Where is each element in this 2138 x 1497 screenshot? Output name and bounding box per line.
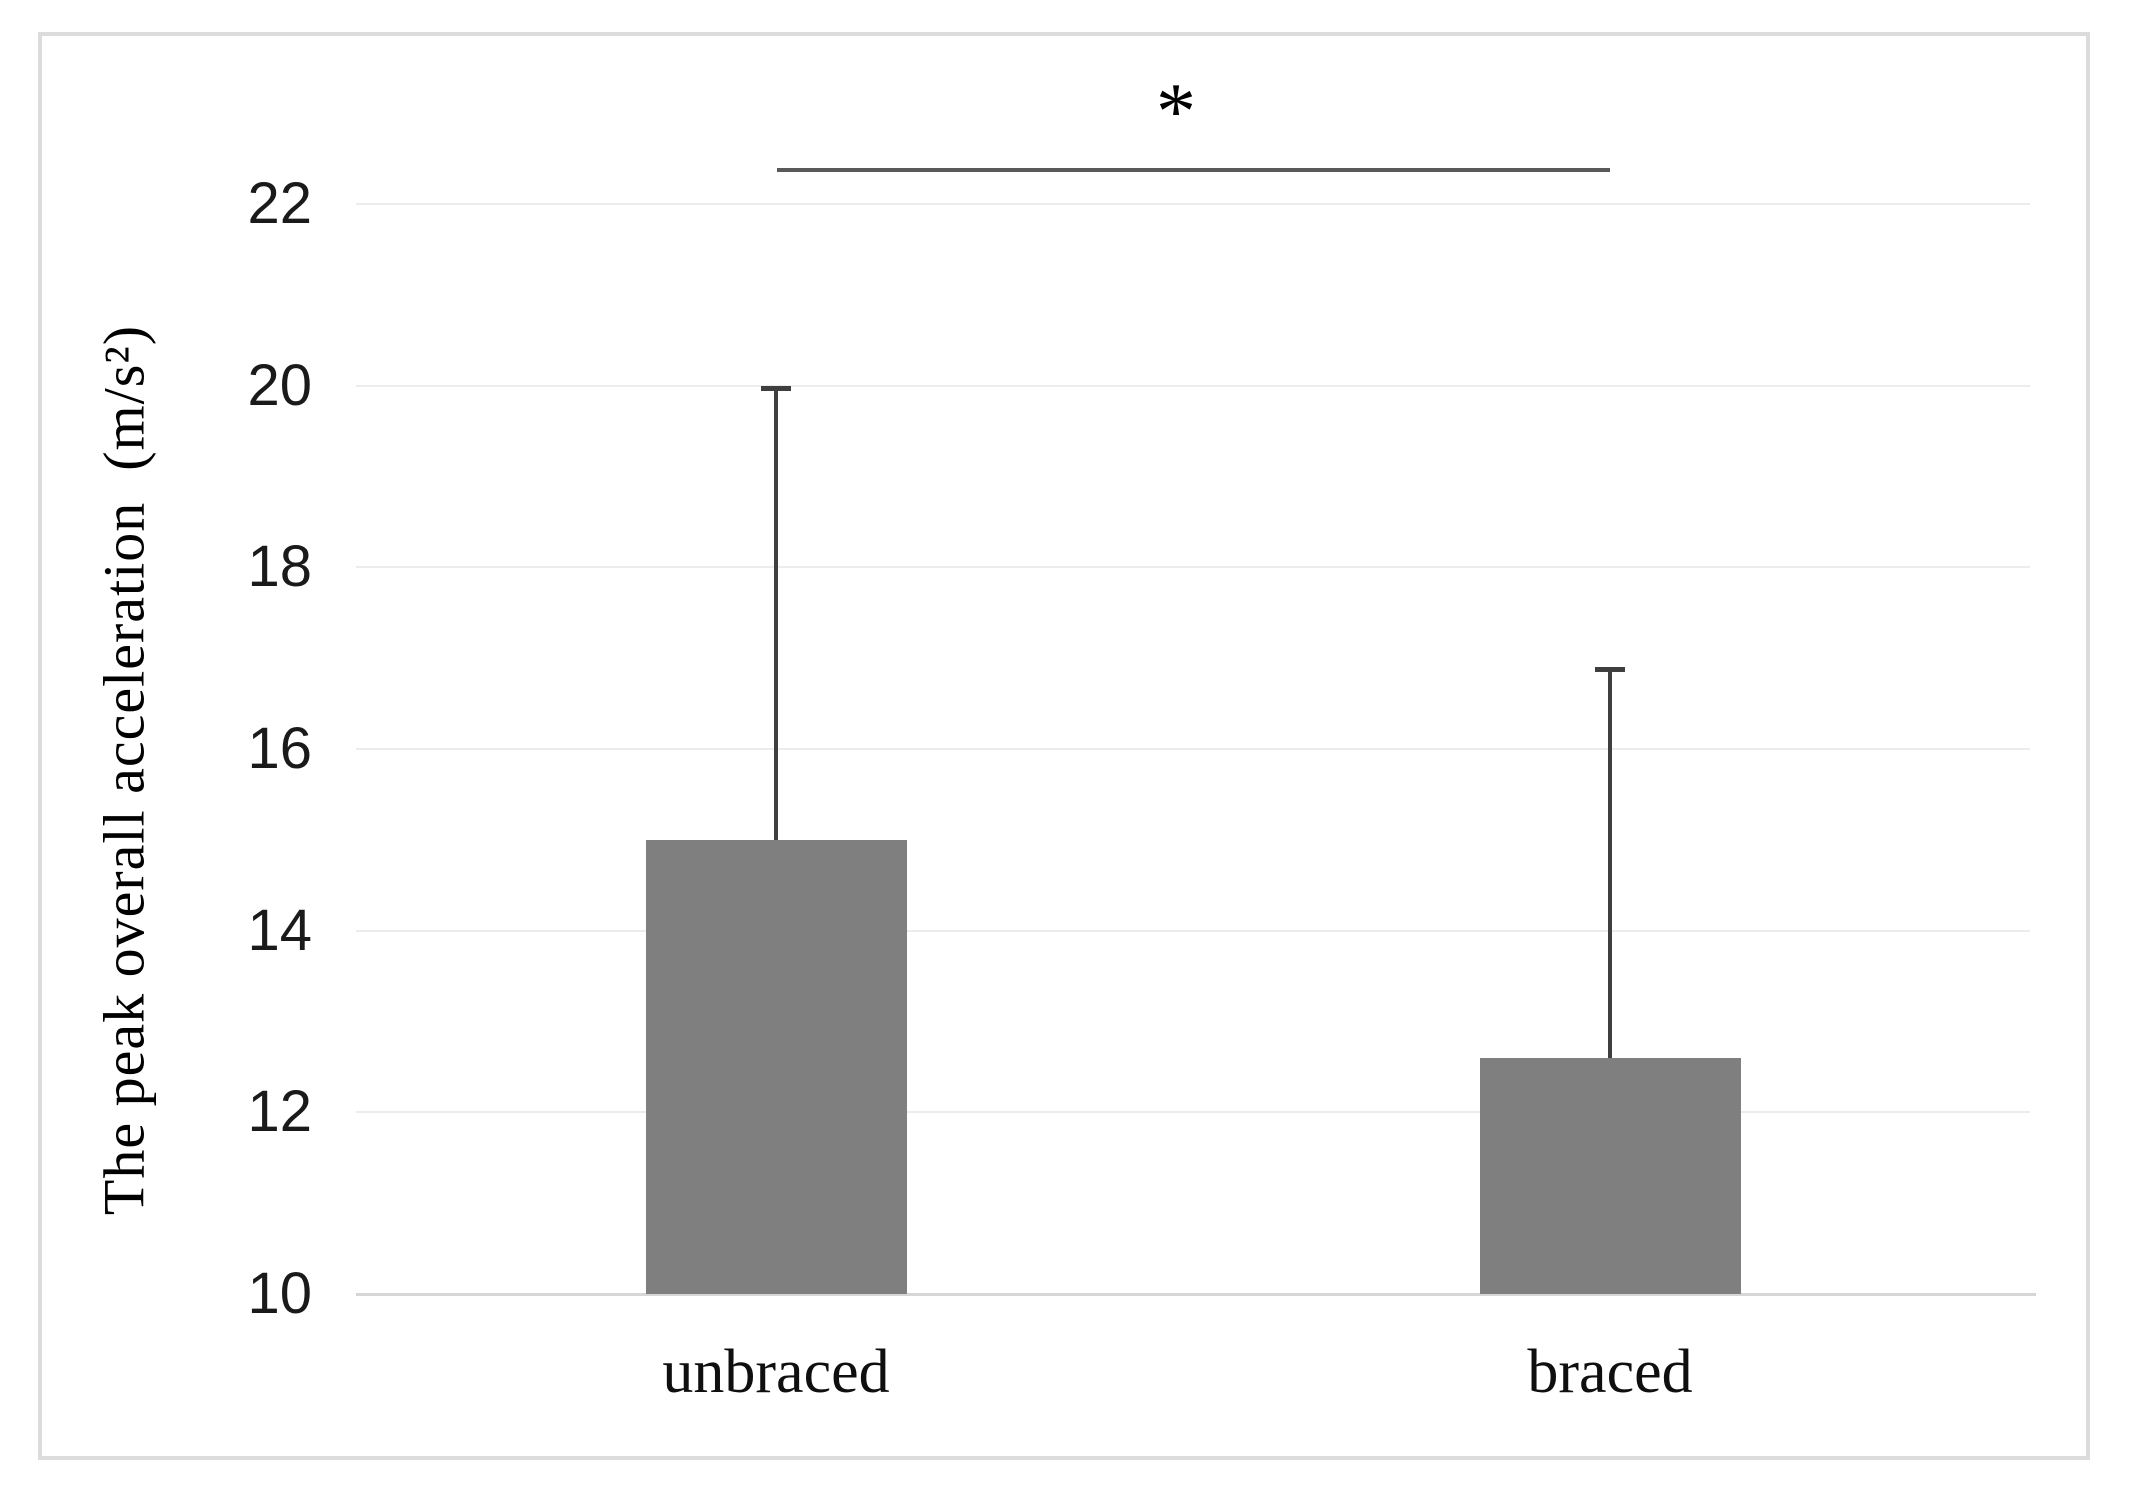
error-bar-cap-braced (1595, 667, 1625, 673)
gridline-y-22 (356, 203, 2030, 205)
y-tick-label-20: 20 (247, 352, 312, 418)
x-category-label-braced: braced (1527, 1338, 1693, 1406)
gridline-y-12 (356, 1111, 2030, 1114)
significance-asterisk: * (1156, 68, 1196, 156)
bar-unbraced (645, 839, 907, 1294)
error-bar-stem-unbraced (774, 385, 778, 840)
y-axis-title: The peak overall acceleration (m/s²) (91, 324, 157, 1216)
y-tick-label-22: 22 (247, 171, 312, 236)
chart-border (38, 32, 2090, 1460)
bar-braced (1479, 1057, 1741, 1294)
y-tick-label-10: 10 (247, 1261, 312, 1326)
x-axis-line (356, 1293, 2036, 1296)
x-category-label-unbraced: unbraced (662, 1338, 890, 1406)
y-tick-label-18: 18 (247, 534, 312, 600)
y-tick-label-16: 16 (247, 716, 312, 781)
significance-line (777, 168, 1610, 172)
gridline-y-14 (356, 929, 2030, 932)
error-bar-stem-braced (1608, 667, 1612, 1058)
gridline-y-16 (356, 748, 2030, 750)
error-bar-cap-unbraced (761, 385, 791, 391)
y-tick-label-14: 14 (247, 897, 312, 963)
gridline-y-20 (356, 384, 2030, 387)
y-tick-label-12: 12 (247, 1079, 312, 1145)
gridline-y-18 (356, 566, 2030, 569)
